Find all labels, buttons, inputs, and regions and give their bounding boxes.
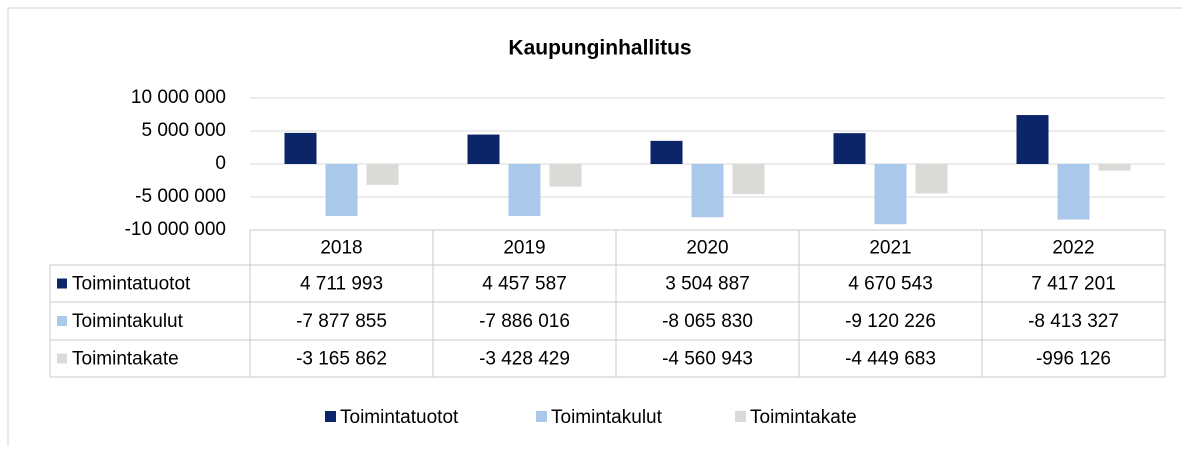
bar	[467, 134, 500, 164]
bar	[1098, 164, 1131, 171]
legend-label: Toimintatuotot	[340, 407, 459, 428]
x-tick-label: 2019	[503, 238, 545, 259]
table-value: -7 877 855	[296, 311, 387, 332]
y-tick-label: 0	[215, 153, 226, 174]
bar	[732, 164, 765, 195]
table-value: 4 670 543	[848, 274, 933, 295]
bar	[549, 164, 582, 187]
y-tick-label: -5 000 000	[135, 186, 226, 207]
legend-key	[57, 353, 67, 364]
bar	[691, 164, 724, 218]
bar	[284, 132, 317, 164]
table-value: 4 457 587	[482, 274, 567, 295]
bar	[1057, 164, 1090, 220]
table-value: -9 120 226	[845, 311, 936, 332]
chart-title: Kaupunginhallitus	[508, 37, 691, 60]
bar	[366, 164, 399, 185]
table-value: -4 560 943	[662, 349, 753, 370]
y-tick-label: 5 000 000	[141, 120, 226, 141]
table-row-label: Toimintatuotot	[72, 274, 191, 295]
table-value: -4 449 683	[845, 349, 936, 370]
bar	[1016, 115, 1049, 164]
y-tick-label: -10 000 000	[125, 219, 226, 240]
table-value: -996 126	[1036, 349, 1111, 370]
x-tick-label: 2022	[1052, 238, 1094, 259]
table-value: 4 711 993	[300, 274, 383, 295]
bar	[833, 133, 866, 164]
bar	[874, 164, 907, 225]
legend-label: Toimintakate	[750, 407, 857, 428]
legend-label: Toimintakulut	[551, 407, 663, 428]
table-value: -8 065 830	[662, 311, 753, 332]
bar	[915, 164, 948, 194]
legend-key	[735, 411, 746, 422]
table-value: -3 165 862	[296, 349, 387, 370]
bar	[325, 164, 358, 216]
table-value: 7 417 201	[1031, 274, 1116, 295]
x-tick-label: 2018	[320, 238, 362, 259]
legend-key	[536, 411, 547, 422]
legend-key	[325, 411, 336, 422]
x-tick-label: 2021	[869, 238, 911, 259]
legend-key	[57, 278, 67, 289]
bar	[508, 164, 541, 217]
x-tick-label: 2020	[686, 238, 728, 259]
table-value: -7 886 016	[479, 311, 570, 332]
legend-key	[57, 316, 67, 326]
y-tick-label: 10 000 000	[131, 87, 226, 108]
table-value: -3 428 429	[479, 349, 570, 370]
table-value: 3 504 887	[665, 274, 750, 295]
bar	[650, 140, 683, 164]
table-row-label: Toimintakulut	[72, 311, 184, 332]
table-row-label: Toimintakate	[72, 349, 179, 370]
table-value: -8 413 327	[1028, 311, 1119, 332]
